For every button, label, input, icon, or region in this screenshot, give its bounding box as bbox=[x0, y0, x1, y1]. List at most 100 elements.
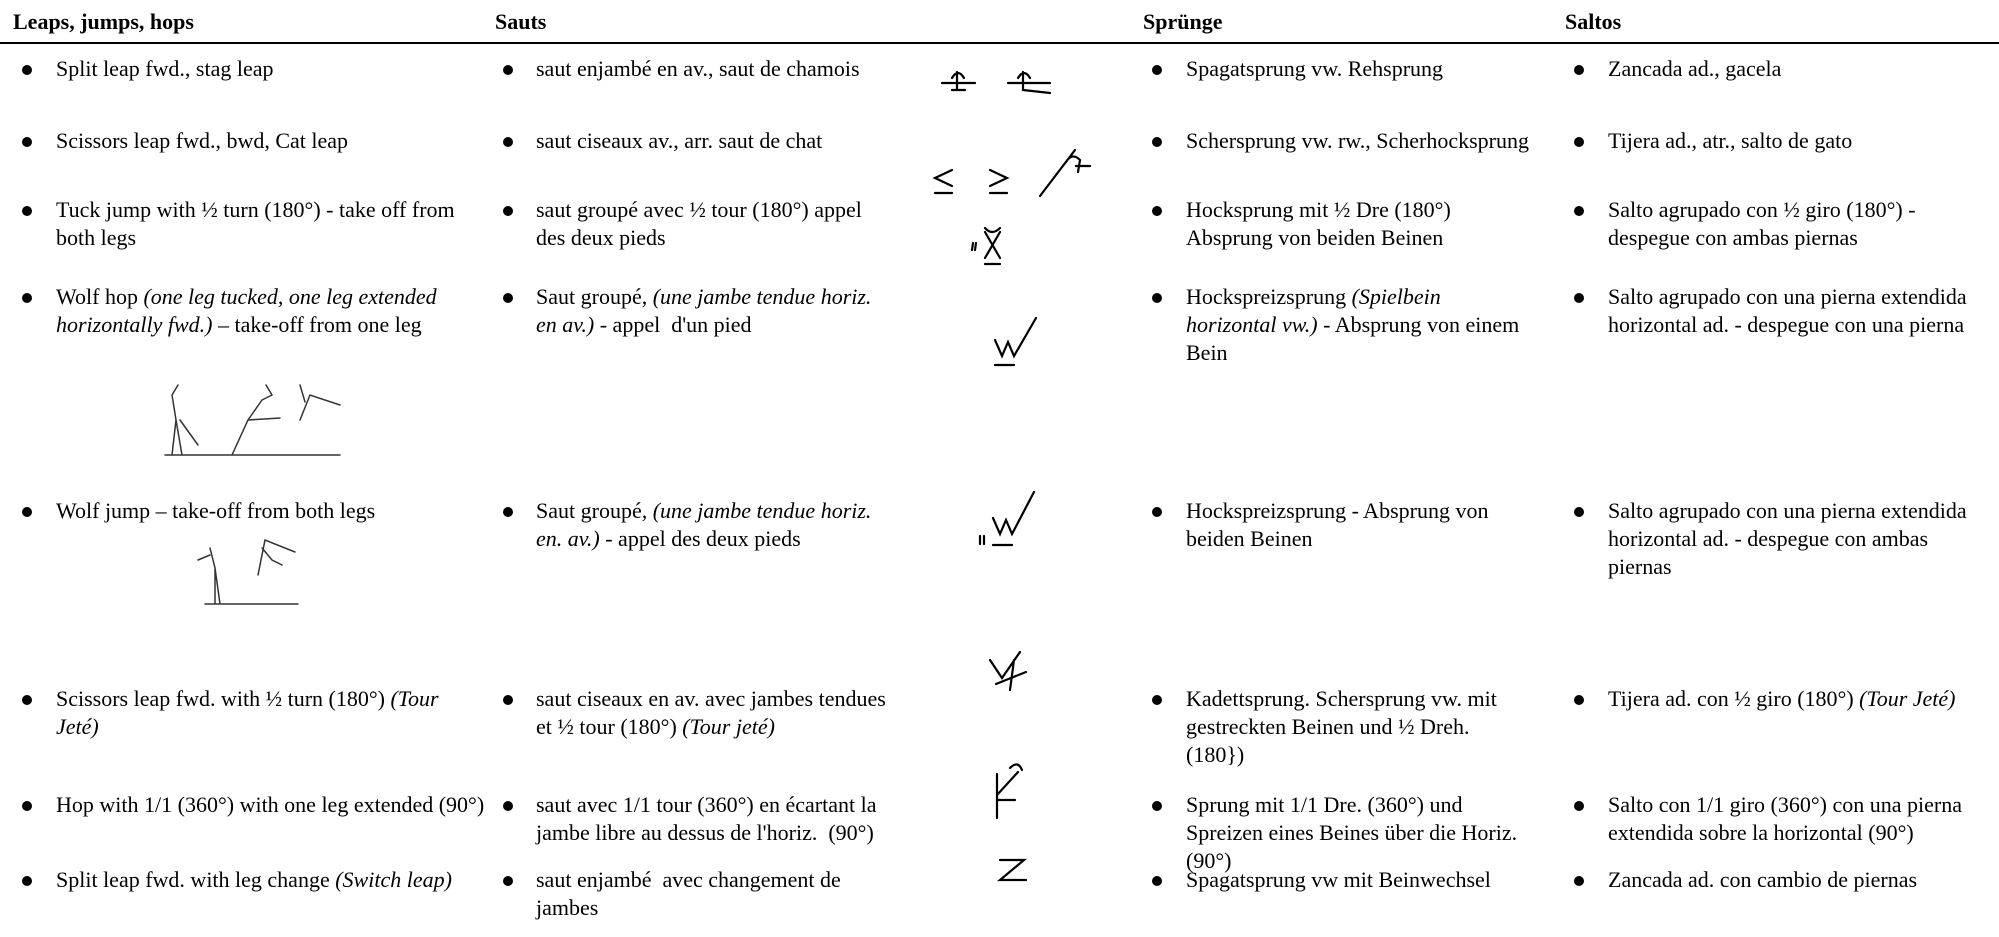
cell-text: Split leap fwd. with leg change (Switch … bbox=[56, 866, 486, 894]
text-run: Saut groupé, bbox=[536, 284, 653, 309]
text-run: Hop with 1/1 (360°) with one leg extende… bbox=[56, 792, 485, 817]
text-run: - appel des deux pieds bbox=[599, 526, 801, 551]
cell-text: Saut groupé, (une jambe tendue horiz. en… bbox=[536, 283, 896, 339]
bullet bbox=[503, 206, 513, 216]
bullet bbox=[503, 876, 513, 886]
text-run: Split leap fwd., stag leap bbox=[56, 56, 274, 81]
text-run: saut ciseaux en av. avec jambes tendues … bbox=[536, 686, 892, 739]
text-run: (one leg tucked, one leg extended horizo… bbox=[56, 284, 443, 337]
bullet bbox=[22, 876, 32, 886]
text-run: Salto con 1/1 giro (360°) con una pierna… bbox=[1608, 792, 1968, 845]
text-run: Scissors leap fwd., bwd, Cat leap bbox=[56, 128, 349, 153]
symbol-wolf-jump bbox=[978, 490, 1036, 547]
bullet bbox=[1152, 206, 1162, 216]
text-run: (Tour Jeté) bbox=[56, 686, 445, 739]
bullet bbox=[1574, 876, 1584, 886]
cell-text: Schersprung vw. rw., Scherhocksprung bbox=[1186, 127, 1531, 155]
column-header: Saltos bbox=[1565, 9, 1622, 34]
bullet bbox=[503, 293, 513, 303]
cell-text: saut ciseaux en av. avec jambes tendues … bbox=[536, 685, 896, 741]
bullet bbox=[503, 695, 513, 705]
bullet bbox=[1574, 507, 1584, 517]
cell-text: Zancada ad., gacela bbox=[1608, 55, 1996, 83]
text-run: Salto agrupado con una pierna extendida … bbox=[1608, 498, 1973, 579]
text-run: Zancada ad., gacela bbox=[1608, 56, 1782, 81]
text-run: Split leap fwd. with leg change bbox=[56, 867, 336, 892]
text-run: (Tour jeté) bbox=[682, 714, 775, 739]
cell-text: Salto con 1/1 giro (360°) con una pierna… bbox=[1608, 791, 1996, 847]
bullet bbox=[22, 206, 32, 216]
cell-text: Hop with 1/1 (360°) with one leg extende… bbox=[56, 791, 486, 819]
text-run: saut avec 1/1 tour (360°) en écartant la… bbox=[536, 792, 882, 845]
symbol-tour-jete bbox=[988, 650, 1028, 692]
cell-text: Tijera ad., atr., salto de gato bbox=[1608, 127, 1996, 155]
cell-text: Saut groupé, (une jambe tendue horiz. en… bbox=[536, 497, 896, 553]
header-rule bbox=[0, 42, 1999, 44]
bullet bbox=[1152, 65, 1162, 75]
bullet bbox=[1574, 65, 1584, 75]
bullet bbox=[503, 507, 513, 517]
cell-text: saut enjambé en av., saut de chamois bbox=[536, 55, 896, 83]
text-run: Tijera ad. con ½ giro (180°) bbox=[1608, 686, 1860, 711]
cell-text: Wolf hop (one leg tucked, one leg extend… bbox=[56, 283, 486, 339]
cell-text: Spagatsprung vw mit Beinwechsel bbox=[1186, 866, 1531, 894]
cell-text: Split leap fwd., stag leap bbox=[56, 55, 486, 83]
cell-text: Wolf jump – take-off from both legs bbox=[56, 497, 486, 525]
text-run: Spagatsprung vw. Rehsprung bbox=[1186, 56, 1444, 81]
cell-text: Kadettsprung. Schersprung vw. mit gestre… bbox=[1186, 685, 1531, 769]
figure-wolf-hop bbox=[164, 384, 341, 456]
text-run: (Tour Jeté) bbox=[1859, 686, 1956, 711]
bullet bbox=[22, 695, 32, 705]
symbol-scissors bbox=[932, 148, 1092, 198]
bullet bbox=[1574, 801, 1584, 811]
cell-text: saut groupé avec ½ tour (180°) appel des… bbox=[536, 196, 896, 252]
text-run: (une jambe tendue horiz. en. av.) bbox=[536, 498, 877, 551]
text-run: Scissors leap fwd. with ½ turn (180°) bbox=[56, 686, 391, 711]
symbol-switch-leap bbox=[996, 858, 1028, 882]
text-run: Tijera ad., atr., salto de gato bbox=[1608, 128, 1853, 153]
text-run: saut groupé avec ½ tour (180°) appel des… bbox=[536, 197, 868, 250]
bullet bbox=[22, 65, 32, 75]
bullet bbox=[1574, 137, 1584, 147]
text-run: (une jambe tendue horiz. en av.) bbox=[536, 284, 877, 337]
symbol-tuck-jump bbox=[970, 226, 1002, 266]
text-run: Hocksprung mit ½ Dre (180°) Absprung von… bbox=[1186, 197, 1456, 250]
text-run: Hockspreizsprung - Absprung von beiden B… bbox=[1186, 498, 1494, 551]
bullet bbox=[1574, 206, 1584, 216]
text-run: Zancada ad. con cambio de piernas bbox=[1608, 867, 1918, 892]
text-run: Hockspreizsprung bbox=[1186, 284, 1352, 309]
text-run: - appel d'un pied bbox=[594, 312, 752, 337]
cell-text: Salto agrupado con ½ giro (180°) - despe… bbox=[1608, 196, 1996, 252]
cell-text: saut enjambé avec changement de jambes bbox=[536, 866, 896, 922]
text-run: - Absprung von einem Bein bbox=[1186, 312, 1525, 365]
text-run: Wolf jump – take-off from both legs bbox=[56, 498, 376, 523]
cell-text: Tuck jump with ½ turn (180°) - take off … bbox=[56, 196, 486, 252]
cell-text: Salto agrupado con una pierna extendida … bbox=[1608, 497, 1996, 581]
text-run: Salto agrupado con una pierna extendida … bbox=[1608, 284, 1973, 337]
bullet bbox=[1574, 695, 1584, 705]
bullet bbox=[1152, 801, 1162, 811]
text-run: Spagatsprung vw mit Beinwechsel bbox=[1186, 867, 1491, 892]
bullet bbox=[503, 801, 513, 811]
bullet bbox=[22, 293, 32, 303]
cell-text: Hockspreizsprung (Spielbein horizontal v… bbox=[1186, 283, 1531, 367]
cell-text: saut ciseaux av., arr. saut de chat bbox=[536, 127, 896, 155]
bullet bbox=[503, 65, 513, 75]
text-run: Saut groupé, bbox=[536, 498, 653, 523]
text-run: Sprung mit 1/1 Dre. (360°) und Spreizen … bbox=[1186, 792, 1523, 873]
symbol-hop-turn bbox=[995, 763, 1024, 820]
column-header: Leaps, jumps, hops bbox=[13, 9, 194, 34]
cell-text: Tijera ad. con ½ giro (180°) (Tour Jeté) bbox=[1608, 685, 1996, 713]
text-run: (Spielbein horizontal vw.) bbox=[1186, 284, 1447, 337]
bullet bbox=[22, 801, 32, 811]
text-run: Tuck jump with ½ turn (180°) - take off … bbox=[56, 197, 461, 250]
bullet bbox=[1152, 293, 1162, 303]
bullet bbox=[22, 137, 32, 147]
bullet bbox=[1152, 507, 1162, 517]
text-run: – take-off from one leg bbox=[212, 312, 422, 337]
cell-text: Spagatsprung vw. Rehsprung bbox=[1186, 55, 1531, 83]
bullet bbox=[22, 507, 32, 517]
